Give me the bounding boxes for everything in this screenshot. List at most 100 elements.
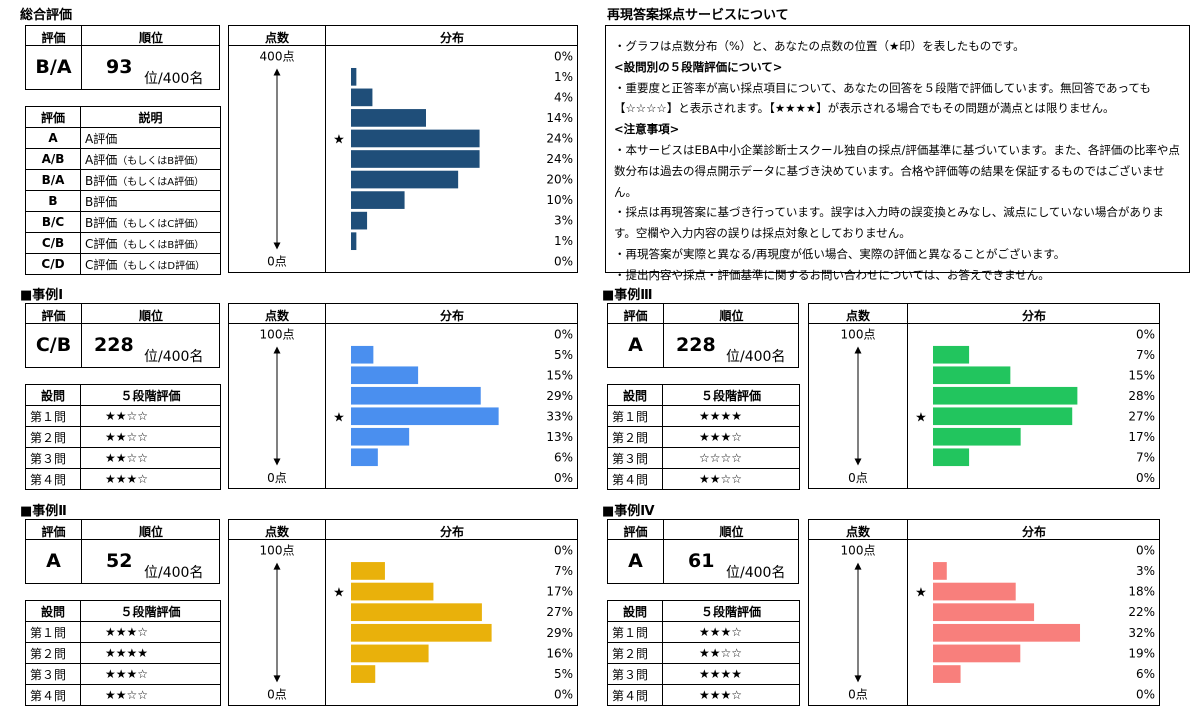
chart-score-header: 点数 [845, 309, 870, 323]
star-rating: ★★★☆ [80, 468, 221, 490]
star-rating: ★★☆☆ [80, 684, 221, 706]
grade-legend-table: 評価 説明 A A評価 A/B A評価（もしくはB評価） B/A B評価（もしくはA評… [25, 106, 221, 275]
table-row: 第２問 ★★☆☆ [25, 426, 221, 448]
case4-rank-box: 評価 順位 A 61 位/400名 [607, 519, 799, 584]
table-row: C/D C評価（もしくはD評価） [25, 253, 221, 275]
star-rating: ★★★☆ [80, 663, 221, 685]
table-row: B/A B評価（もしくはA評価） [25, 169, 221, 191]
distribution-bar [351, 407, 499, 426]
bar-value-label: 0% [554, 327, 573, 341]
table-row: 第１問 ★★★☆ [25, 621, 221, 643]
question-header: 設問 [25, 384, 81, 406]
distribution-bar [351, 67, 357, 86]
case1-rank-suffix: 位/400名 [144, 349, 204, 365]
grade-header: 評価 [41, 31, 66, 45]
question-label: 第４問 [25, 684, 81, 706]
case3-grade: A [628, 334, 643, 356]
case2-grade: A [46, 550, 61, 572]
distribution-bar [351, 448, 378, 467]
overall-rank: 93 [106, 56, 133, 78]
about-line: ・グラフは点数分布（%）と、あなたの点数の位置（★印）を表したものです。 [614, 39, 1025, 53]
your-score-star-icon: ★ [333, 410, 345, 425]
case4-grade: A [628, 550, 643, 572]
question-label: 第４問 [607, 468, 663, 490]
star-rating: ★★☆☆ [662, 642, 800, 664]
about-line: ・本サービスはEBA中小企業診断士スクール独自の採点/評価基準に基づいています。… [614, 142, 1180, 199]
star-rating: ★★★☆ [662, 684, 800, 706]
legend-desc: C評価（もしくはD評価） [80, 253, 221, 275]
distribution-bar [351, 191, 405, 209]
bar-value-label: 17% [546, 585, 573, 599]
about-line: ・採点は再現答案に基づき行っています。誤字は入力時の誤変換とみなし、減点にしてい… [614, 205, 1164, 241]
legend-desc: A評価 [80, 127, 221, 149]
table-row: B/C B評価（もしくはC評価） [25, 211, 221, 233]
overall-distribution-chart: 点数 分布 400点 0点 0% 1% 4% 14% 24% 24% 20% 10% 3% 1% 0% ★ [228, 25, 578, 273]
star-rating: ☆☆☆☆ [662, 447, 800, 469]
score-top-label: 100点 [841, 543, 876, 557]
star-rating: ★★★☆ [662, 621, 800, 643]
grade-header: 評価 [41, 525, 66, 539]
distribution-bar [351, 170, 459, 189]
your-score-star-icon: ★ [915, 410, 927, 425]
chart-dist-header: 分布 [1021, 525, 1046, 539]
overall-rank-suffix: 位/400名 [144, 71, 204, 87]
rank-header: 順位 [138, 309, 163, 323]
table-row: 第１問 ★★★☆ [607, 621, 800, 643]
table-row: 設問 ５段階評価 [607, 384, 800, 406]
arrow-head-down [273, 675, 281, 683]
arrow-head-down [854, 675, 862, 683]
distribution-bar [351, 211, 368, 230]
bar-value-label: 14% [546, 111, 573, 125]
case2-rank: 52 [106, 550, 133, 572]
bar-value-label: 0% [1136, 471, 1155, 485]
legend-desc: A評価（もしくはB評価） [80, 148, 221, 170]
bar-value-label: 0% [554, 255, 573, 269]
score-top-label: 100点 [260, 543, 295, 557]
case1-title: ■事例Ⅰ [20, 288, 64, 303]
table-row: 第２問 ★★★★ [25, 642, 221, 664]
chart-dist-header: 分布 [1021, 309, 1046, 323]
bar-value-label: 0% [1136, 543, 1155, 557]
table-row: 設問 ５段階評価 [25, 600, 221, 622]
bar-value-label: 24% [546, 131, 573, 145]
grade-header: 評価 [623, 525, 648, 539]
bar-value-label: 29% [546, 389, 573, 403]
score-bottom-label: 0点 [848, 471, 868, 485]
bar-value-label: 24% [546, 152, 573, 166]
legend-grade: B/A [25, 169, 81, 191]
about-heading: <設問別の５段階評価について> [614, 59, 783, 74]
case4-distribution-chart: 点数 分布 100点 0点 0% 3% 18% 22% 32% 19% 6% 0% ★ [808, 519, 1160, 706]
case1-svg: 100点 0点 0% 5% 15% 29% 33% 13% 6% 0% ★ [260, 327, 573, 485]
question-header: 設問 [607, 384, 663, 406]
table-row: B B評価 [25, 190, 221, 212]
bar-value-label: 4% [554, 90, 573, 104]
case2-distribution-chart: 点数 分布 100点 0点 0% 7% 17% 27% 29% 16% 5% 0% ★ [228, 519, 578, 706]
rank-header: 順位 [138, 525, 163, 539]
bar-value-label: 1% [554, 70, 573, 84]
bar-value-label: 6% [1136, 667, 1155, 681]
case4-question-table: 設問 ５段階評価 第１問 ★★★☆ 第２問 ★★☆☆ 第３問 ★★★★ 第４問 ★★★☆ [607, 600, 800, 706]
table-row: 第２問 ★★☆☆ [607, 642, 800, 664]
question-label: 第３問 [25, 447, 81, 469]
bar-value-label: 0% [554, 49, 573, 63]
bar-value-label: 22% [1128, 605, 1155, 619]
case4-rank-suffix: 位/400名 [726, 565, 786, 581]
star-rating: ★★★☆ [80, 621, 221, 643]
bar-value-label: 20% [546, 173, 573, 187]
distribution-bar [933, 386, 1078, 405]
distribution-bar [933, 582, 1016, 601]
star-rating: ★★☆☆ [80, 447, 221, 469]
case2-title: ■事例Ⅱ [20, 504, 67, 519]
about-line: ・再現答案が実際と異なる/再現度が低い場合、実際の評価と異なることがございます。 [614, 246, 1066, 261]
about-title: 再現答案採点サービスについて [607, 8, 789, 23]
bar-value-label: 7% [1136, 348, 1155, 362]
legend-grade: A [25, 127, 81, 149]
table-row: 第１問 ★★★★ [607, 405, 800, 427]
distribution-bar [933, 407, 1073, 426]
case3-rank-box: 評価 順位 A 228 位/400名 [607, 303, 799, 368]
table-row: 設問 ５段階評価 [25, 384, 221, 406]
case2-rank-box: 評価 順位 A 52 位/400名 [25, 519, 220, 584]
overall-title: 総合評価 [20, 8, 73, 23]
question-label: 第１問 [25, 405, 81, 427]
question-label: 第１問 [607, 405, 663, 427]
